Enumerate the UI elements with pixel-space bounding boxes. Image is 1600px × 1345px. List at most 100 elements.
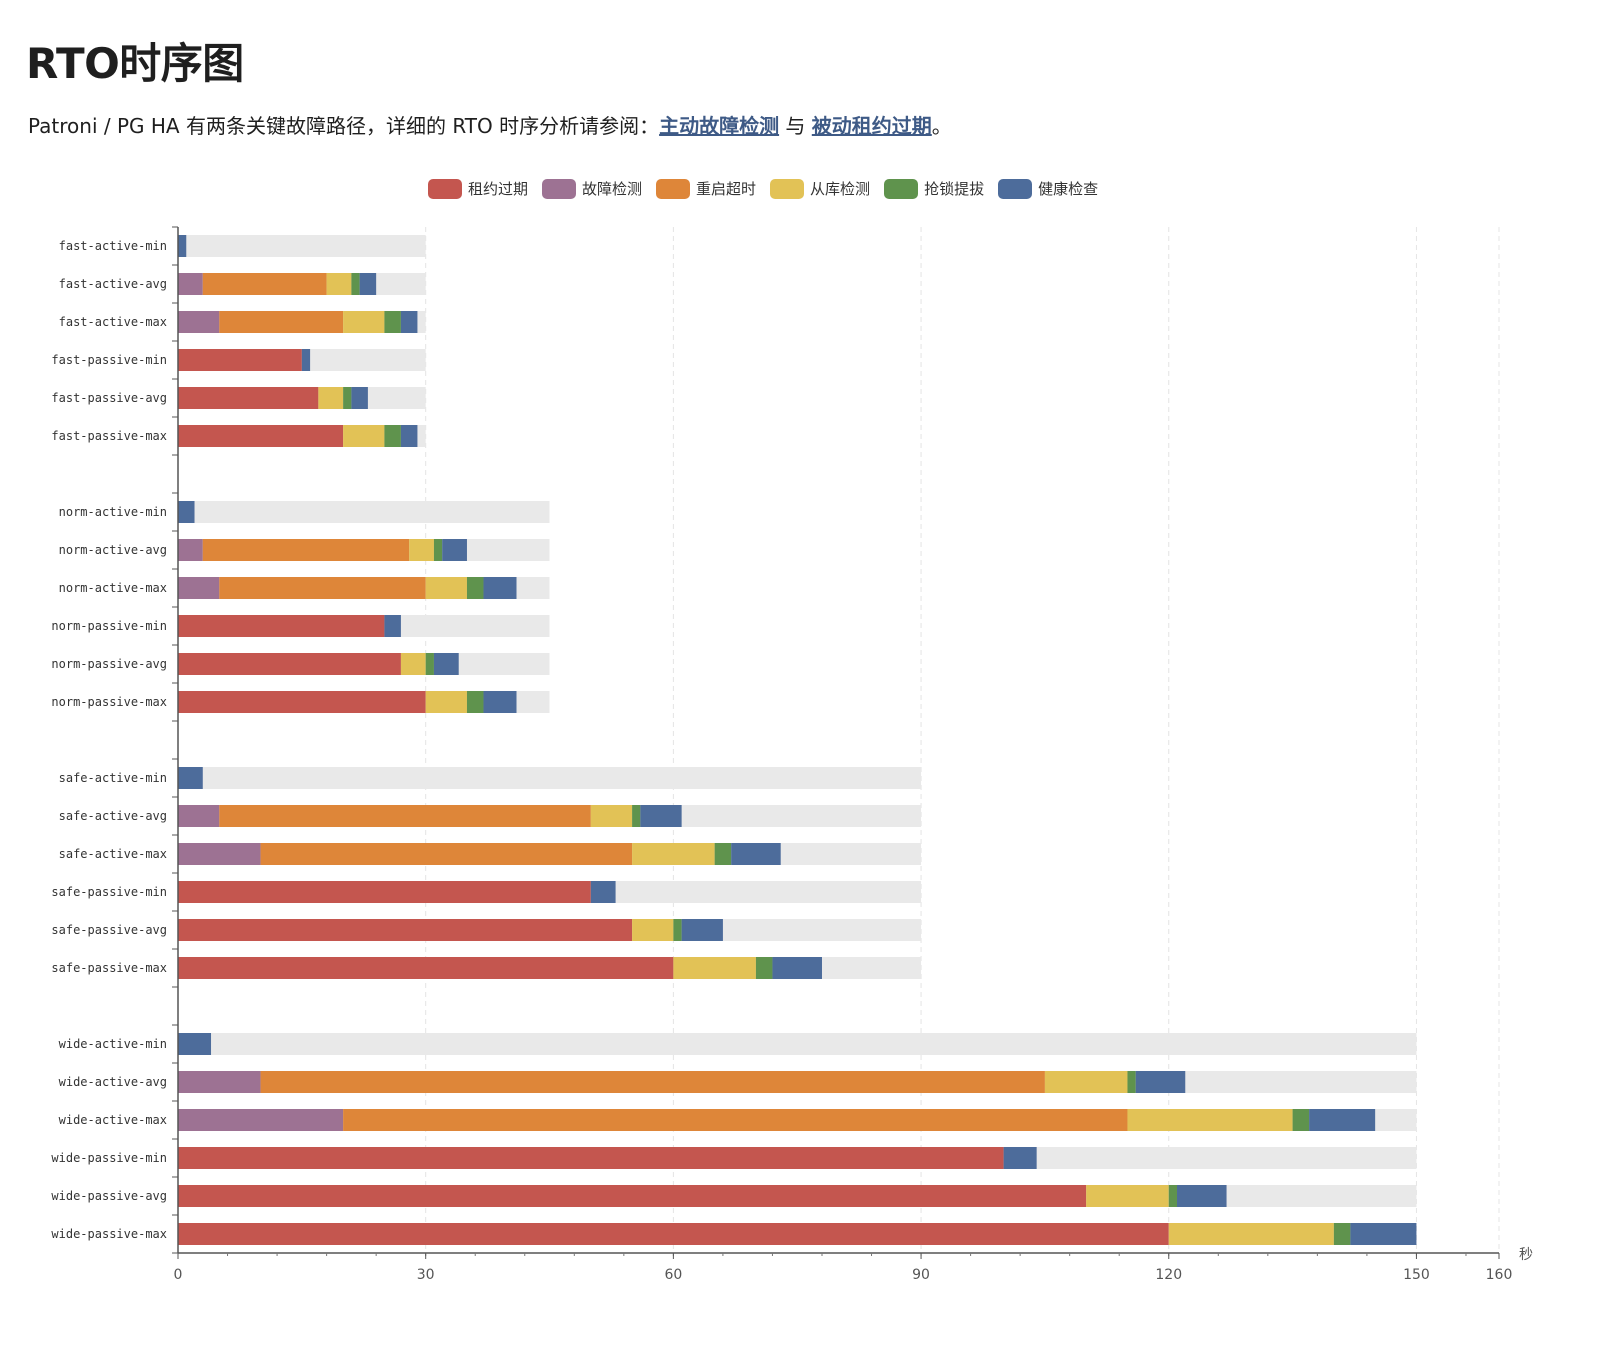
category-label: norm-active-avg [59,543,167,557]
category-label: safe-passive-max [51,961,167,975]
bar-segment [351,387,368,409]
bar-segment [178,235,187,257]
bar-segment [755,957,773,979]
x-tick-label: 30 [417,1267,435,1283]
legend-swatch [998,178,1033,199]
legend-swatch [770,178,805,199]
bar-segment [178,425,344,447]
bar-segment [400,311,418,333]
category-label: fast-passive-max [51,429,167,443]
bar-segment [219,311,344,333]
bar-segment [466,691,484,713]
background-bar [178,767,922,789]
bar-segment [343,311,385,333]
background-bar [178,501,550,523]
bar-segment [178,273,203,295]
bar-segment [178,1109,344,1131]
bar-segment [1086,1185,1169,1207]
bar-segment [178,1223,1169,1245]
intro-text: Patroni / PG HA 有两条关键故障路径，详细的 RTO 时序分析请参… [28,114,660,138]
bar-segment [178,691,426,713]
bar-segment [466,577,484,599]
category-label: fast-active-max [59,315,167,329]
category-label: safe-active-max [59,847,167,861]
bar-segment [425,691,467,713]
category-label: safe-active-min [59,771,167,785]
legend-item[interactable]: 抢锁提拔 [884,178,984,199]
legend-label: 重启超时 [696,180,757,198]
intro-between: 与 [779,114,812,138]
bar-segment [359,273,377,295]
bar-segment [409,539,434,561]
legend-item[interactable]: 租约过期 [428,178,528,199]
background-bar [178,1033,1417,1055]
bar-segment [178,1185,1087,1207]
bar-segment [343,425,385,447]
bar-segment [1177,1185,1227,1207]
legend-item[interactable]: 故障检测 [542,178,642,199]
legend-item[interactable]: 健康检查 [998,178,1098,199]
category-label: fast-passive-avg [51,391,167,405]
x-axis-unit: 秒 [1519,1247,1533,1263]
bar-segment [632,805,641,827]
bar-segment [178,539,203,561]
bar-segment [178,615,385,637]
category-label: wide-passive-avg [51,1189,167,1203]
bar-segment [1127,1071,1136,1093]
bar-segment [681,919,723,941]
bar-segment [400,653,426,675]
legend-swatch [884,178,919,199]
bar-segment [384,311,401,333]
bar-segment [178,577,220,599]
bar-segment [1333,1223,1351,1245]
x-tick-label: 160 [1486,1267,1513,1283]
intro-suffix: 。 [931,114,952,138]
legend-item[interactable]: 重启超时 [656,178,756,199]
x-tick-label: 150 [1403,1267,1430,1283]
category-label: wide-active-min [59,1037,167,1051]
category-label: wide-active-avg [59,1075,167,1089]
bar-segment [326,273,352,295]
category-label: norm-passive-min [51,619,167,633]
category-label: norm-active-max [59,581,167,595]
legend-label: 故障检测 [582,180,643,198]
bar-segment [178,1147,1004,1169]
category-label: wide-passive-max [51,1227,167,1241]
bar-segment [178,653,401,675]
bar-segment [433,539,443,561]
bar-segment [178,349,302,371]
bar-segment [1292,1109,1310,1131]
category-label: safe-active-avg [59,809,167,823]
legend-label: 健康检查 [1038,180,1099,198]
bar-segment [343,387,352,409]
bar-segment [178,805,220,827]
bar-segment [178,881,591,903]
bar-segment [640,805,682,827]
bar-segment [433,653,459,675]
legend-swatch [656,178,691,199]
bar-segment [1350,1223,1417,1245]
bar-segment [632,919,674,941]
bar-segment [202,273,327,295]
passive-lease-link[interactable]: 被动租约过期 [811,114,932,138]
bar-segment [1127,1109,1293,1131]
bar-segment [178,387,319,409]
bar-segment [178,957,674,979]
x-tick-label: 0 [174,1267,183,1283]
bar-segment [260,1071,1045,1093]
bar-segment [178,843,261,865]
bar-segment [384,425,401,447]
bar-segment [590,881,616,903]
legend-item[interactable]: 从库检测 [770,178,870,199]
x-tick-label: 120 [1155,1267,1182,1283]
bar-segment [483,691,517,713]
bar-segment [400,425,418,447]
legend-swatch [542,178,577,199]
active-detection-link[interactable]: 主动故障检测 [659,114,780,138]
page-title: RTO时序图 [26,39,244,88]
bar-segment [1003,1147,1037,1169]
category-label: norm-passive-avg [51,657,167,671]
bar-segment [178,501,195,523]
category-label: fast-active-min [59,239,167,253]
